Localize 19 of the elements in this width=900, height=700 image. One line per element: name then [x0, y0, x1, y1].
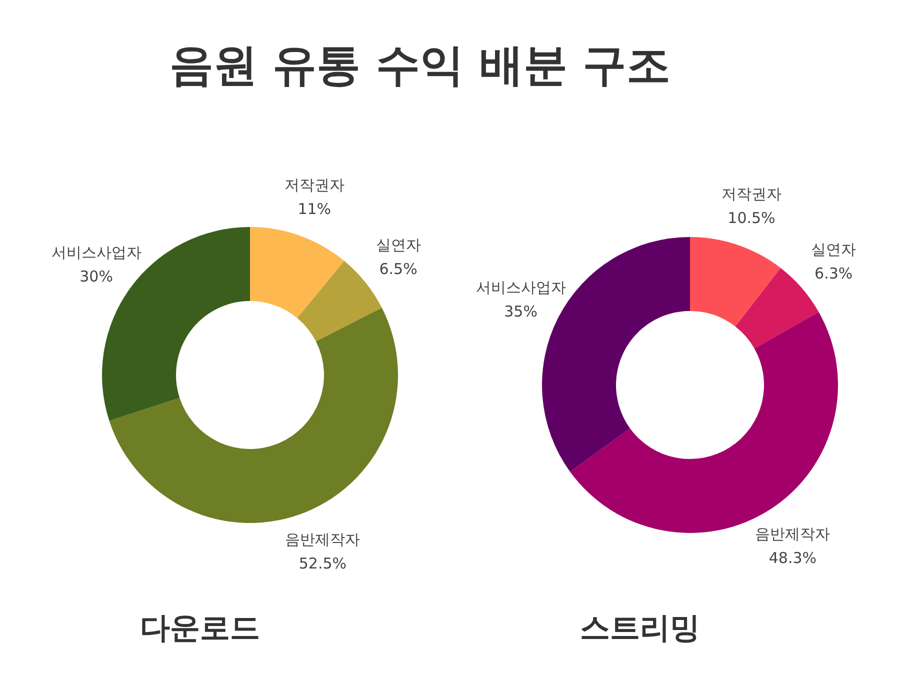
slice-label: 저작권자 [721, 185, 782, 204]
data-label: 10.5% [728, 209, 776, 228]
slice-label: 저작권자 [284, 176, 344, 194]
data-label: 11% [298, 200, 332, 218]
text: 음원 유통 수익 배분 구조 [169, 40, 671, 91]
slice-label: 실연자 [811, 240, 856, 259]
text: 다운로드 [140, 611, 260, 646]
slice-label: 음반제작자 [285, 530, 360, 549]
slice-label: 서비스사업자 [51, 243, 142, 262]
data-label: 30% [80, 267, 113, 286]
slice-label: 음반제작자 [755, 524, 830, 543]
data-label: 52.5% [298, 554, 347, 573]
data-label: 6.3% [814, 264, 853, 283]
slice-label: 실연자 [376, 236, 421, 254]
data-label: 48.3% [768, 548, 817, 567]
data-label: 35% [504, 302, 538, 321]
slice-label: 서비스사업자 [476, 278, 566, 297]
data-label: 6.5% [379, 260, 418, 278]
text: 스트리밍 [580, 611, 700, 646]
